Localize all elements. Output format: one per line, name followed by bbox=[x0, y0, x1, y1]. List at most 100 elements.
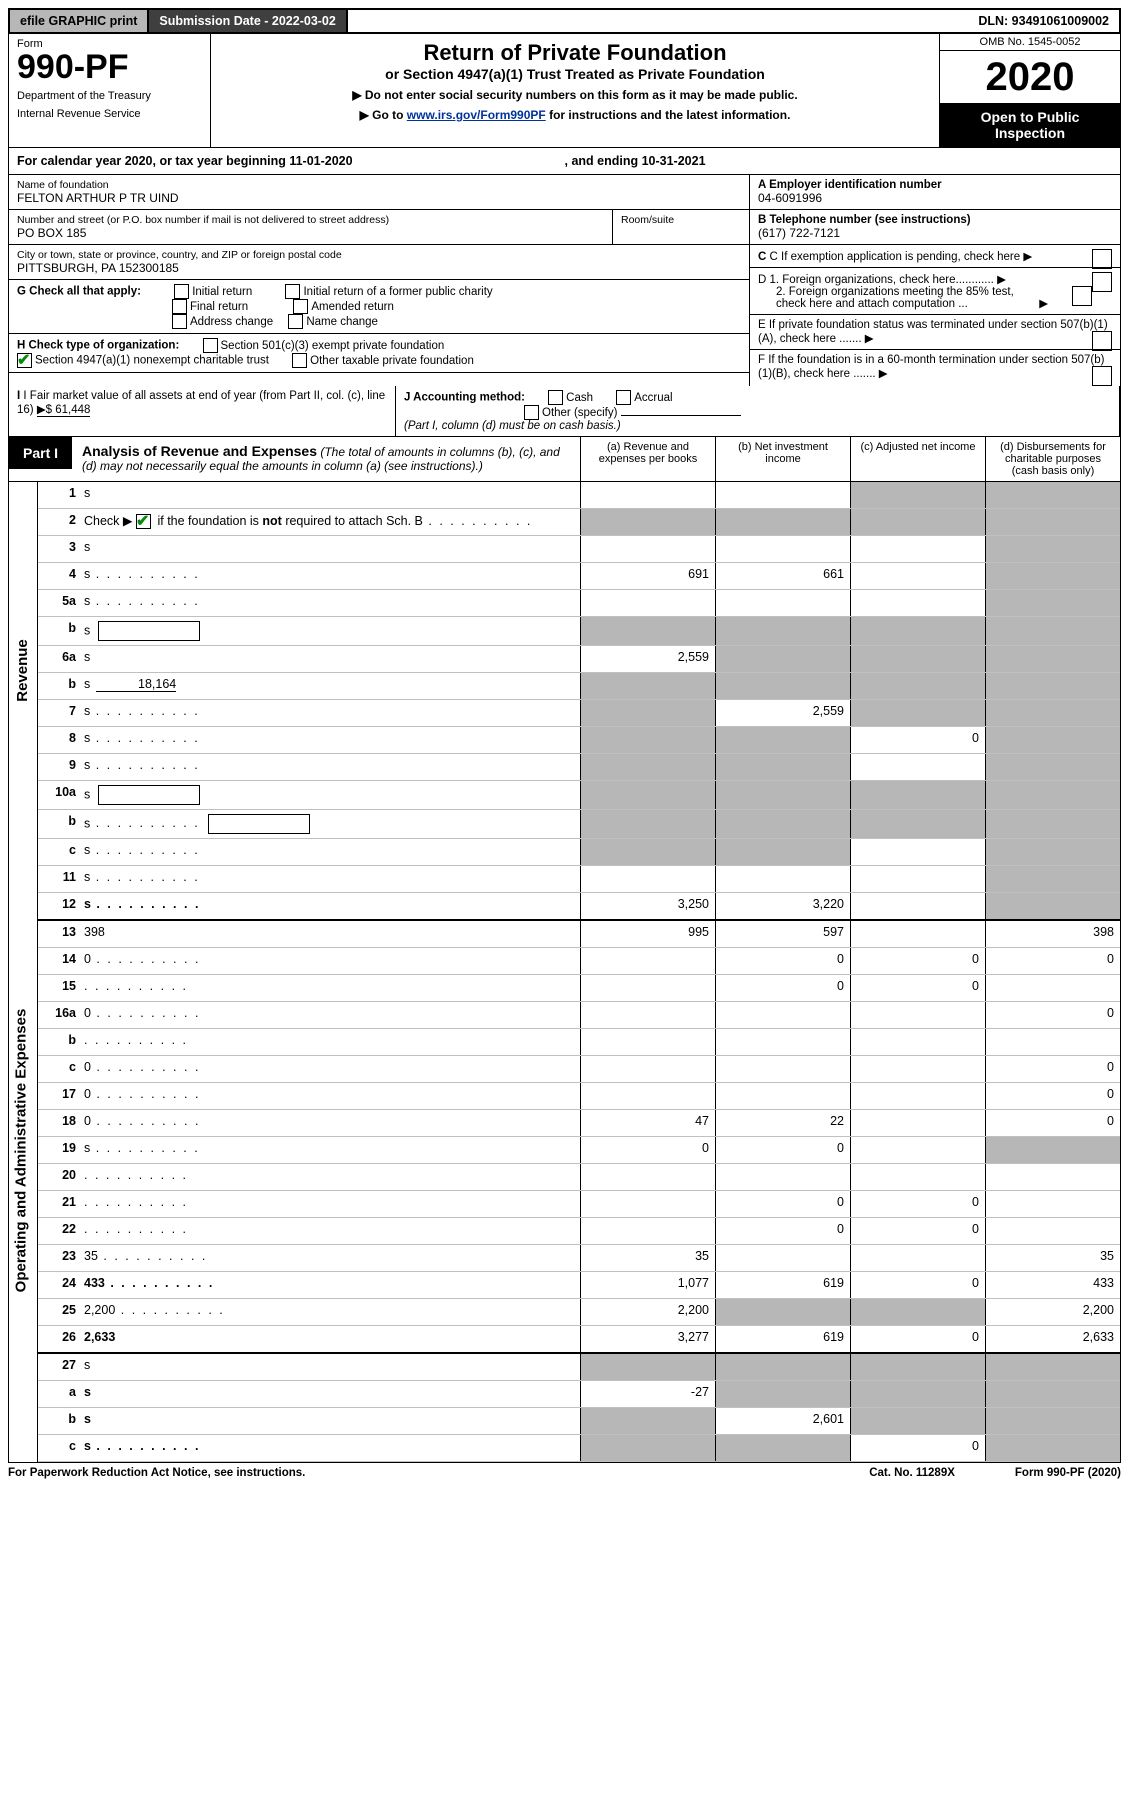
501c3-checkbox[interactable] bbox=[203, 338, 218, 353]
initial-public-label: Initial return of a former public charit… bbox=[303, 286, 492, 298]
cell-c bbox=[850, 921, 985, 947]
d2-checkbox[interactable] bbox=[1072, 286, 1092, 306]
line-4: 4s691661 bbox=[38, 563, 1120, 590]
cell-a: 3,250 bbox=[580, 893, 715, 919]
cash-checkbox[interactable] bbox=[548, 390, 563, 405]
cell-c bbox=[850, 1299, 985, 1325]
cell-a: 35 bbox=[580, 1245, 715, 1271]
cell-d: 0 bbox=[985, 1110, 1120, 1136]
other-taxable-checkbox[interactable] bbox=[292, 353, 307, 368]
cell-b bbox=[715, 1354, 850, 1380]
line-number: a bbox=[38, 1381, 80, 1407]
cell-b bbox=[715, 866, 850, 892]
line-27: 27s bbox=[38, 1354, 1120, 1381]
name-change-checkbox[interactable] bbox=[288, 314, 303, 329]
e-checkbox[interactable] bbox=[1092, 331, 1112, 351]
line-number: b bbox=[38, 1029, 80, 1055]
section-i: I I Fair market value of all assets at e… bbox=[9, 386, 396, 436]
f-label: F If the foundation is in a 60-month ter… bbox=[758, 354, 1104, 380]
cell-c: 0 bbox=[850, 948, 985, 974]
amended-label: Amended return bbox=[311, 301, 393, 313]
revenue-label: Revenue bbox=[14, 639, 31, 702]
cell-d bbox=[985, 1435, 1120, 1461]
address-change-checkbox[interactable] bbox=[172, 314, 187, 329]
d1-checkbox[interactable] bbox=[1092, 272, 1112, 292]
cell-b: 661 bbox=[715, 563, 850, 589]
final-return-checkbox[interactable] bbox=[172, 299, 187, 314]
line-10a: 10as bbox=[38, 781, 1120, 810]
line-description: s bbox=[80, 1354, 580, 1380]
form-ref: Form 990-PF (2020) bbox=[1015, 1467, 1121, 1479]
cell-a bbox=[580, 1354, 715, 1380]
cell-b: 0 bbox=[715, 1137, 850, 1163]
submission-date: Submission Date - 2022-03-02 bbox=[149, 10, 347, 32]
initial-public-checkbox[interactable] bbox=[285, 284, 300, 299]
line-6a: 6as2,559 bbox=[38, 646, 1120, 673]
final-return-label: Final return bbox=[190, 301, 248, 313]
cell-c: 0 bbox=[850, 975, 985, 1001]
cell-c bbox=[850, 1083, 985, 1109]
line-number: 26 bbox=[38, 1326, 80, 1352]
501c3-label: Section 501(c)(3) exempt private foundat… bbox=[221, 340, 445, 352]
ein-value: 04-6091996 bbox=[758, 191, 1112, 205]
line-number: 12 bbox=[38, 893, 80, 919]
cell-d bbox=[985, 1191, 1120, 1217]
cell-b bbox=[715, 509, 850, 535]
goto-link-line: ▶ Go to www.irs.gov/Form990PF for instru… bbox=[221, 108, 929, 122]
col-b-header: (b) Net investment income bbox=[715, 437, 850, 481]
tax-year: 2020 bbox=[940, 51, 1120, 103]
cell-d bbox=[985, 1218, 1120, 1244]
irs-link[interactable]: www.irs.gov/Form990PF bbox=[407, 108, 546, 122]
amended-checkbox[interactable] bbox=[293, 299, 308, 314]
cell-b bbox=[715, 1245, 850, 1271]
cell-a: 995 bbox=[580, 921, 715, 947]
line-number: 22 bbox=[38, 1218, 80, 1244]
line-number: 10a bbox=[38, 781, 80, 809]
cell-a: -27 bbox=[580, 1381, 715, 1407]
4947-checkbox[interactable] bbox=[17, 353, 32, 368]
line-description: s bbox=[80, 536, 580, 562]
city-value: PITTSBURGH, PA 152300185 bbox=[17, 261, 741, 275]
initial-return-label: Initial return bbox=[192, 286, 252, 298]
line-number: 21 bbox=[38, 1191, 80, 1217]
section-g: G Check all that apply: Initial return I… bbox=[9, 280, 749, 334]
cell-b bbox=[715, 646, 850, 672]
line-number: 18 bbox=[38, 1110, 80, 1136]
line-number: b bbox=[38, 1408, 80, 1434]
line-number: 4 bbox=[38, 563, 80, 589]
cell-d bbox=[985, 810, 1120, 838]
cell-d bbox=[985, 482, 1120, 508]
line-description: s bbox=[80, 563, 580, 589]
cell-d: 398 bbox=[985, 921, 1120, 947]
city-cell: City or town, state or province, country… bbox=[9, 245, 749, 280]
f-checkbox[interactable] bbox=[1092, 366, 1112, 386]
other-method-checkbox[interactable] bbox=[524, 405, 539, 420]
phone-cell: B Telephone number (see instructions) (6… bbox=[750, 210, 1120, 245]
efile-print-button[interactable]: efile GRAPHIC print bbox=[10, 10, 149, 32]
line-number: 19 bbox=[38, 1137, 80, 1163]
schb-checkbox[interactable] bbox=[136, 514, 151, 529]
initial-return-checkbox[interactable] bbox=[174, 284, 189, 299]
c-checkbox[interactable] bbox=[1092, 249, 1112, 269]
line-number: 15 bbox=[38, 975, 80, 1001]
line-number: 25 bbox=[38, 1299, 80, 1325]
line-number: 6a bbox=[38, 646, 80, 672]
cell-b: 619 bbox=[715, 1272, 850, 1298]
cell-a bbox=[580, 1218, 715, 1244]
cell-d bbox=[985, 673, 1120, 699]
cell-c bbox=[850, 563, 985, 589]
cell-b: 2,601 bbox=[715, 1408, 850, 1434]
accrual-checkbox[interactable] bbox=[616, 390, 631, 405]
other-taxable-label: Other taxable private foundation bbox=[310, 355, 474, 367]
line-26: 262,6333,27761902,633 bbox=[38, 1326, 1120, 1354]
line-number: 17 bbox=[38, 1083, 80, 1109]
cell-c bbox=[850, 866, 985, 892]
cell-d: 0 bbox=[985, 948, 1120, 974]
cell-a bbox=[580, 754, 715, 780]
d1-label: D 1. Foreign organizations, check here..… bbox=[758, 274, 994, 286]
part1-table: Revenue Operating and Administrative Exp… bbox=[8, 482, 1121, 1463]
line-number: b bbox=[38, 673, 80, 699]
omb-number: OMB No. 1545-0052 bbox=[940, 34, 1120, 51]
dept-treasury: Department of the Treasury bbox=[17, 90, 202, 102]
j-note: (Part I, column (d) must be on cash basi… bbox=[404, 420, 621, 432]
